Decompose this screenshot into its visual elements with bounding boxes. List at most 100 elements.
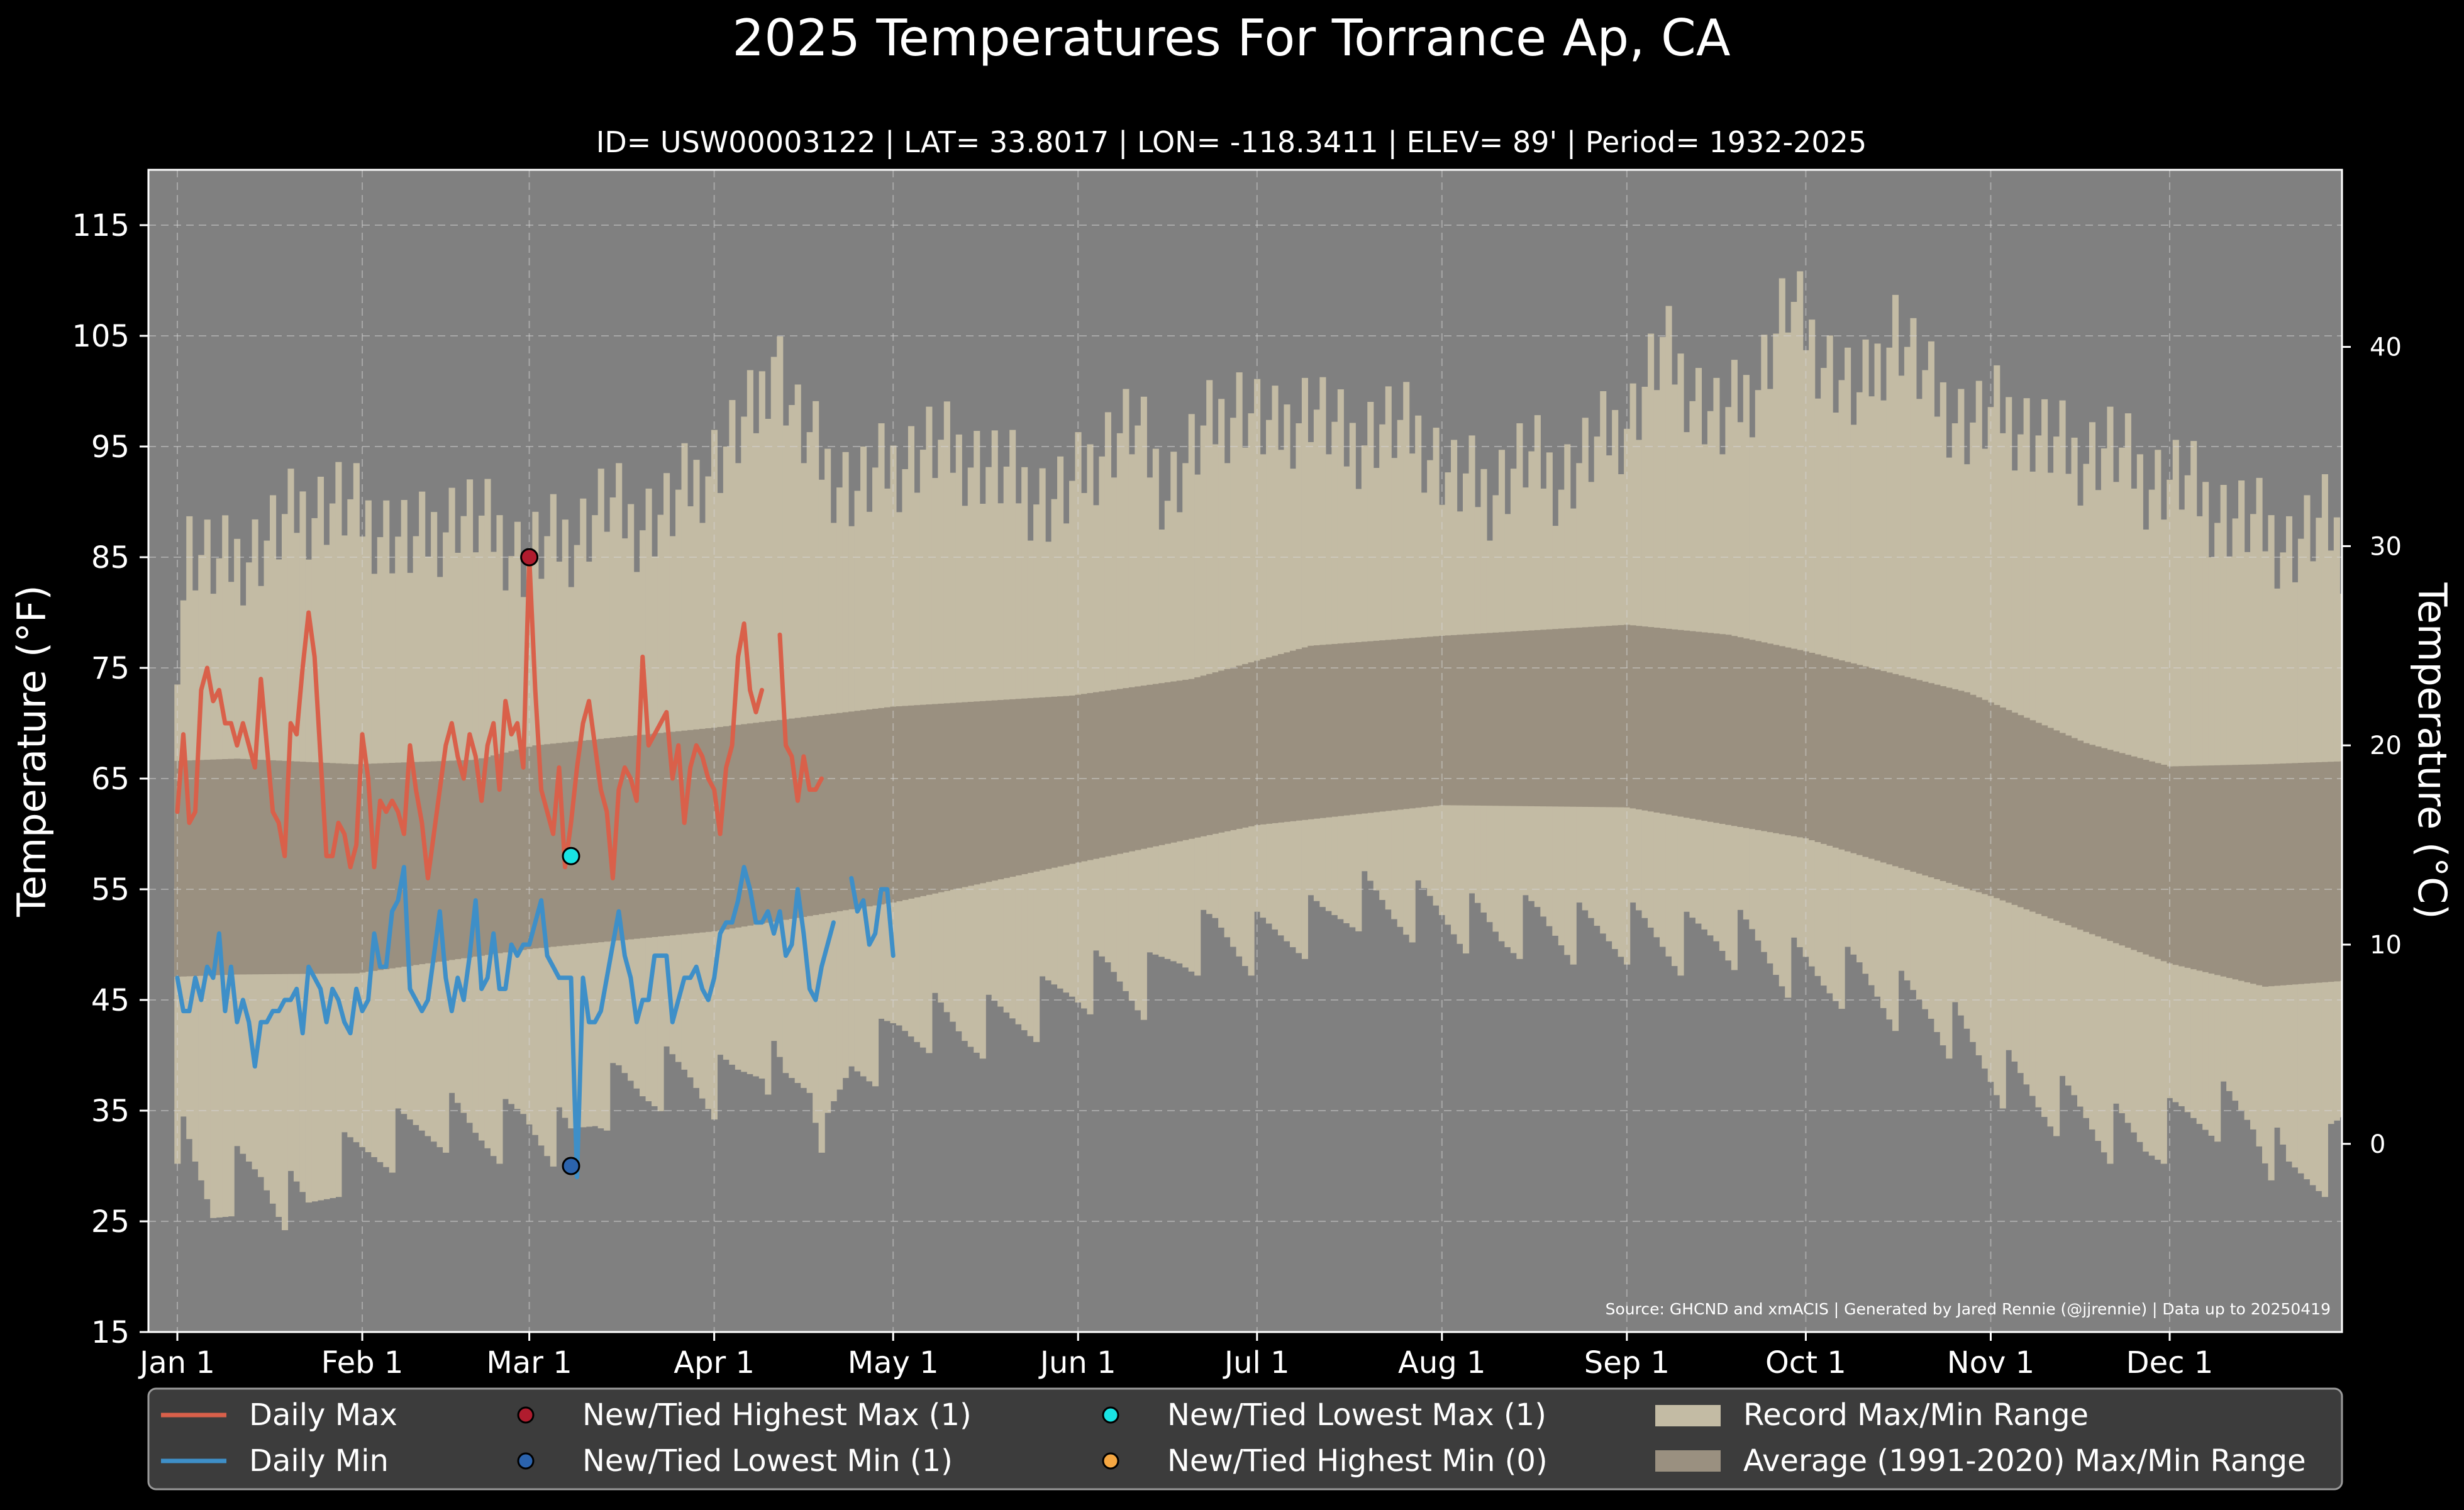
average-range-bar [1146,684,1153,848]
average-range-bar [806,716,813,916]
average-range-bar [2285,763,2293,985]
y-right-tick-label: 0 [2370,1130,2385,1159]
average-range-bar [1104,691,1112,857]
average-range-bar [377,763,384,970]
average-range-bar [2178,766,2185,967]
record-range-bar [1845,347,1851,947]
x-axis: Jan 1 Feb 1 Mar 1 Apr 1 May 1 Jun 1 Jul 1 Aug 1… [138,1332,2213,1380]
average-range-bar [323,762,330,974]
average-range-bar [1355,642,1362,814]
x-tick-label: Dec 1 [2126,1345,2214,1380]
average-range-bar [1224,669,1231,831]
average-range-bar [2148,761,2155,957]
average-range-bar [1492,632,1499,806]
average-range-bar [741,724,748,927]
average-range-bar [974,701,980,885]
average-range-bar [1880,670,1887,863]
average-range-bar [431,761,438,963]
average-range-bar [1862,666,1869,857]
average-range-bar [2184,765,2191,968]
average-range-bar [1063,696,1070,865]
average-range-bar [2053,730,2060,921]
average-range-bar [1242,663,1249,828]
average-range-bar [1236,665,1243,829]
average-range-bar [723,726,730,930]
average-range-bar [2214,765,2221,975]
average-range-bar [1272,655,1279,823]
average-range-bar [1373,640,1380,813]
average-range-bar [216,759,223,975]
average-range-bar [1254,660,1261,825]
average-range-bar [210,759,217,975]
average-range-bar [186,760,193,977]
record-range-bar [1892,294,1899,1031]
average-range-bar [2316,762,2322,983]
average-range-bar [950,702,957,890]
average-range-bar [1695,631,1702,820]
average-range-bar [1498,632,1506,806]
average-range-bar [729,725,736,929]
average-range-bar [2232,765,2239,980]
record-range-bar [1797,271,1804,948]
record-markers [520,548,580,1175]
average-range-bar [2035,723,2042,914]
average-range-bar [1767,643,1773,833]
average-range-bar [1814,654,1821,842]
average-range-bar [1218,670,1225,833]
x-tick-label: Aug 1 [1398,1345,1486,1380]
average-range-bar [2155,763,2162,959]
average-range-bar [1558,628,1565,807]
average-range-bar [329,763,336,974]
average-range-bar [240,758,247,975]
average-range-bar [311,762,318,974]
average-range-bar [1170,681,1177,843]
average-range-bar [1958,691,1965,887]
average-range-bar [902,706,909,901]
average-range-bar [675,731,682,935]
average-range-bar [1582,627,1589,807]
record-marker [562,1157,580,1175]
average-range-bar [526,747,533,950]
average-range-bar [681,730,688,935]
record-range-bar [746,370,753,1074]
record-range-bar [1206,380,1213,914]
average-range-bar [1785,647,1792,836]
average-range-bar [1940,686,1946,881]
average-range-bar [848,711,855,909]
average-range-bar [1713,633,1720,823]
average-range-bar [985,701,992,882]
average-range-bar [580,740,587,944]
average-range-bar [962,702,968,887]
average-range-bar [2333,761,2340,982]
y-tick-label: 75 [91,651,130,686]
record-range-bar [1779,278,1785,987]
average-range-bar [1916,680,1923,874]
average-range-bar [1445,635,1451,806]
daily-min-line [175,865,896,1180]
average-range-bar [657,733,664,937]
average-range-bar [419,762,426,965]
average-range-bar [1755,641,1762,830]
average-range-bar [460,760,467,958]
average-range-bar [955,702,962,889]
y-axis-right: 0 10 20 30 40 [2342,333,2402,1159]
average-range-bar [1009,699,1016,877]
average-range-bar [1516,631,1523,806]
legend-lowest-min-marker [517,1452,535,1470]
average-range-bar [2047,728,2054,919]
average-range-bar [1421,637,1428,808]
y-tick-label: 55 [91,872,130,908]
average-range-bar [1313,645,1320,819]
y-tick-label: 85 [91,540,130,575]
x-tick-label: Oct 1 [1765,1345,1846,1380]
average-range-bar [472,760,479,957]
legend-daily-min: Daily Min [249,1443,389,1479]
y-tick-label: 25 [91,1204,130,1240]
average-range-bar [1033,697,1040,872]
average-range-bar [1994,704,2001,899]
average-range-bar [2089,745,2096,935]
average-range-bar [1588,626,1595,808]
average-range-bar [508,751,515,952]
average-range-bar [979,701,986,884]
